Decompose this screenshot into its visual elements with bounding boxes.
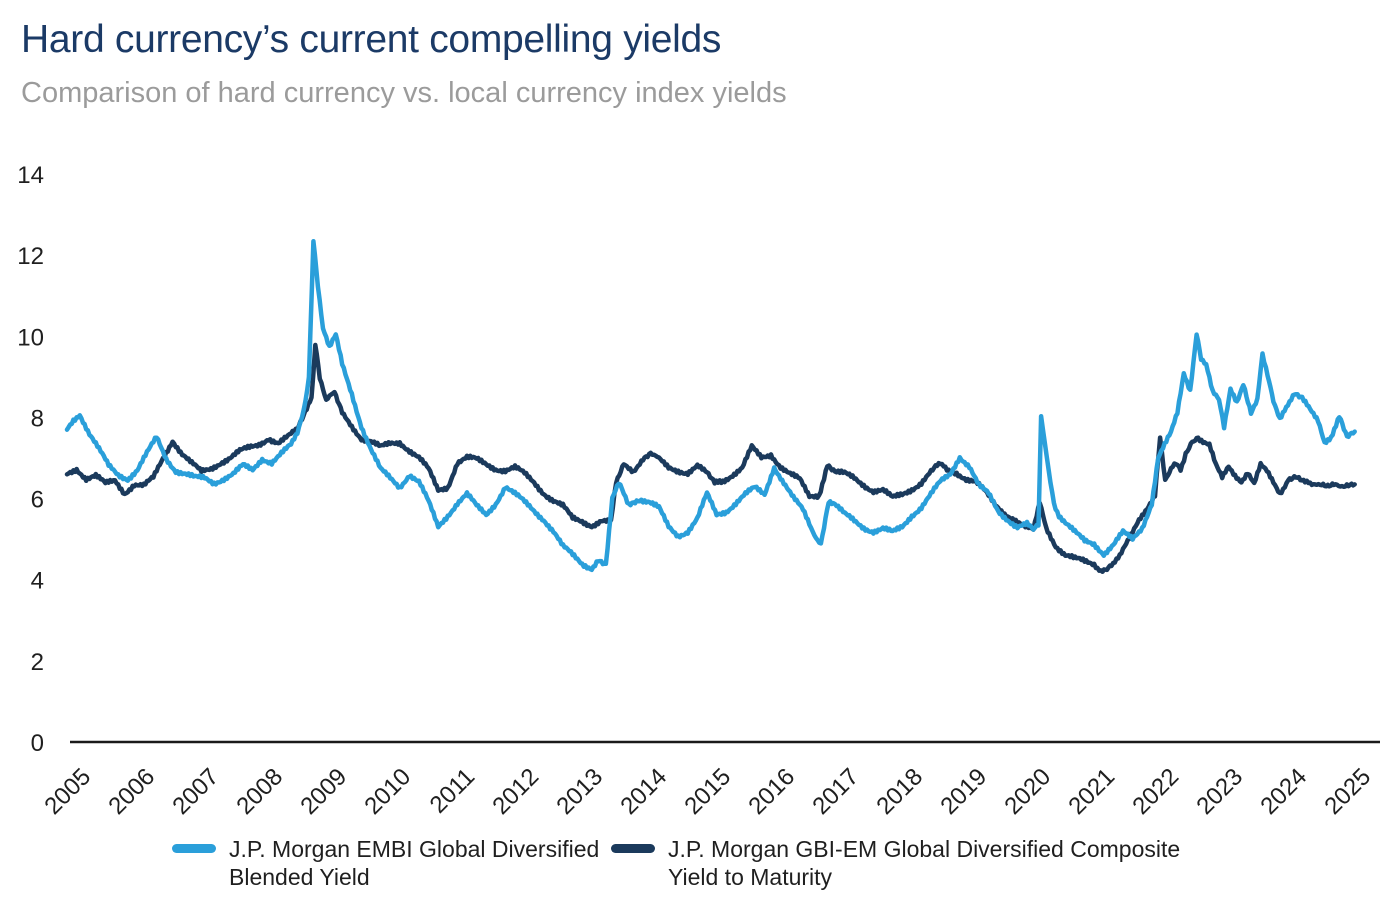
y-tick-label-10: 10 [17, 324, 44, 351]
legend-item-gbiem: J.P. Morgan GBI-EM Global Diversified Co… [611, 835, 1180, 891]
y-tick-label-8: 8 [31, 405, 44, 432]
x-tick-label-2022: 2022 [1127, 763, 1184, 820]
x-tick-label-2005: 2005 [39, 763, 96, 820]
x-tick-label-2012: 2012 [487, 763, 544, 820]
x-tick-label-2009: 2009 [295, 763, 352, 820]
legend-gbiem-line2: Yield to Maturity [668, 864, 833, 890]
x-tick-label-2025: 2025 [1319, 763, 1376, 820]
x-tick-label-2006: 2006 [103, 763, 160, 820]
gbiem-series-line [64, 342, 1357, 575]
y-tick-label-6: 6 [31, 487, 44, 514]
x-tick-label-2016: 2016 [743, 763, 800, 820]
x-tick-label-2019: 2019 [935, 763, 992, 820]
embi-line-swatch [172, 844, 216, 853]
gbiem-line-swatch [611, 844, 655, 853]
x-tick-label-2021: 2021 [1063, 763, 1120, 820]
embi-series-line [64, 239, 1357, 573]
x-tick-label-2020: 2020 [999, 763, 1056, 820]
legend-item-embi: J.P. Morgan EMBI Global Diversified Blen… [172, 835, 599, 891]
y-tick-label-0: 0 [31, 730, 44, 757]
page-title: Hard currency’s current compelling yield… [21, 18, 722, 61]
x-tick-label-2014: 2014 [615, 763, 672, 820]
x-tick-label-2007: 2007 [167, 763, 224, 820]
y-tick-label-14: 14 [17, 162, 44, 189]
legend-gbiem-line1: J.P. Morgan GBI-EM Global Diversified Co… [668, 836, 1181, 862]
legend-label-gbiem: J.P. Morgan GBI-EM Global Diversified Co… [668, 835, 1180, 891]
x-tick-label-2010: 2010 [359, 763, 416, 820]
x-tick-label-2024: 2024 [1255, 763, 1312, 820]
x-tick-label-2011: 2011 [425, 763, 481, 819]
y-tick-label-4: 4 [31, 568, 44, 595]
y-tick-label-2: 2 [31, 649, 44, 676]
x-tick-label-2013: 2013 [551, 763, 608, 820]
legend-label-embi: J.P. Morgan EMBI Global Diversified Blen… [229, 835, 599, 891]
x-tick-label-2017: 2017 [807, 763, 864, 820]
x-tick-label-2008: 2008 [231, 763, 288, 820]
legend-embi-line1: J.P. Morgan EMBI Global Diversified [229, 836, 600, 862]
x-tick-label-2015: 2015 [679, 763, 736, 820]
page-subtitle: Comparison of hard currency vs. local cu… [21, 77, 787, 109]
legend: J.P. Morgan EMBI Global Diversified Blen… [0, 835, 1400, 897]
x-tick-label-2023: 2023 [1191, 763, 1248, 820]
legend-embi-line2: Blended Yield [229, 864, 370, 890]
x-tick-label-2018: 2018 [871, 763, 928, 820]
y-tick-label-12: 12 [17, 243, 44, 270]
